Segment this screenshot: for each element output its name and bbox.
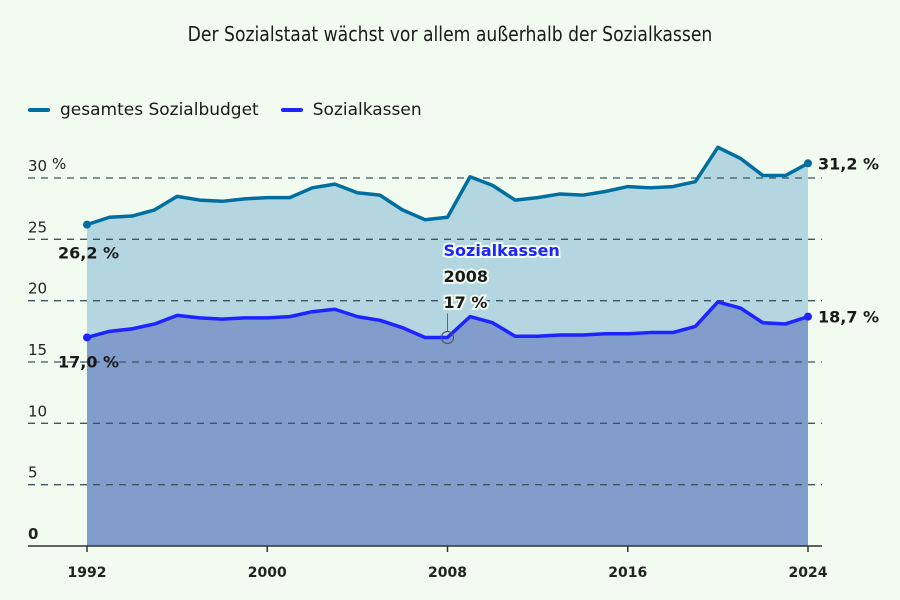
end-point-1: [804, 312, 812, 321]
y-tick-label: 5: [28, 464, 38, 482]
series-line-1: [86, 300, 809, 340]
tooltip-series: Sozialkassen: [444, 241, 560, 260]
end-label-kassen: 18,7 %: [818, 308, 879, 327]
y-tick-label: 10: [28, 402, 47, 420]
chart-title: Der Sozialstaat wächst vor allem außerha…: [187, 22, 713, 46]
y-tick-label: 25: [28, 218, 47, 236]
series-line-0: [86, 145, 809, 227]
y-unit-label: %: [52, 155, 66, 173]
legend-swatch-budget: [28, 108, 50, 112]
y-tick-label: 30: [28, 157, 47, 175]
x-tick-label: 1992: [68, 565, 107, 581]
x-tick-label: 2024: [789, 565, 828, 581]
end-point-0: [804, 159, 812, 168]
start-label-budget: 26,2 %: [58, 244, 119, 263]
legend-item-kassen[interactable]: Sozialkassen: [280, 100, 422, 120]
legend: gesamtes Sozialbudget Sozialkassen: [28, 100, 422, 120]
tooltip-marker: [440, 330, 455, 345]
legend-item-budget[interactable]: gesamtes Sozialbudget: [28, 100, 259, 120]
legend-label-kassen: Sozialkassen: [312, 100, 422, 120]
legend-swatch-kassen: [280, 108, 303, 112]
start-label-kassen: 17,0 %: [58, 352, 119, 371]
legend-label-budget: gesamtes Sozialbudget: [60, 100, 259, 120]
tooltip-value: 17 %: [444, 293, 488, 312]
x-tick-label: 2000: [248, 565, 287, 581]
y-tick-label: 20: [28, 280, 47, 298]
end-label-budget: 31,2 %: [818, 154, 879, 173]
x-tick-label: 2016: [608, 565, 647, 581]
y-tick-label: 15: [28, 341, 47, 359]
start-point-1: [83, 333, 91, 342]
start-point-0: [83, 220, 91, 229]
tooltip-year: 2008: [444, 267, 489, 286]
y-tick-label: 0: [28, 525, 38, 543]
x-tick-label: 2008: [428, 565, 467, 581]
